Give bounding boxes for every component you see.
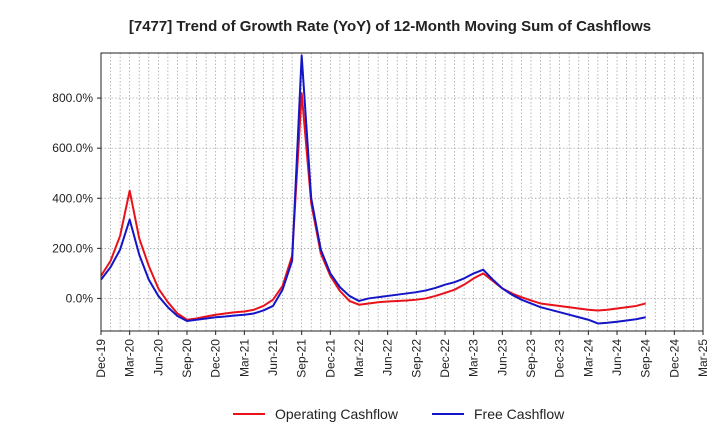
x-axis: Dec-19 Mar-20 Jun-20 Sep-20 Dec-20 Mar-21 Jun-… xyxy=(94,331,710,378)
x-tick-label: Mar-24 xyxy=(581,339,595,377)
x-tick-label: Sep-20 xyxy=(180,339,194,378)
y-tick-label: 600.0% xyxy=(52,141,93,155)
x-tick-label: Dec-19 xyxy=(94,339,108,378)
x-tick-label: Mar-25 xyxy=(696,339,710,377)
legend-label: Operating Cashflow xyxy=(275,406,399,422)
x-tick-label: Jun-20 xyxy=(151,339,165,376)
x-tick-label: Dec-22 xyxy=(438,339,452,378)
x-tick-label: Sep-22 xyxy=(409,339,423,378)
legend-label: Free Cashflow xyxy=(474,406,565,422)
y-tick-label: 400.0% xyxy=(52,191,93,205)
series-lines xyxy=(100,54,646,325)
x-tick-label: Mar-21 xyxy=(237,339,251,377)
x-tick-label: Jun-21 xyxy=(266,339,280,376)
x-tick-label: Jun-24 xyxy=(610,339,624,376)
plot-area xyxy=(101,53,703,331)
x-tick-label: Dec-23 xyxy=(553,339,567,378)
x-tick-label: Sep-23 xyxy=(524,339,538,378)
y-tick-label: 200.0% xyxy=(52,241,93,255)
x-tick-label: Mar-23 xyxy=(467,339,481,377)
chart-title: [7477] Trend of Growth Rate (YoY) of 12-… xyxy=(129,18,651,35)
x-tick-label: Sep-21 xyxy=(295,339,309,378)
series-line-operating-cashflow xyxy=(100,92,646,321)
x-tick-label: Mar-20 xyxy=(123,339,137,377)
x-tick-label: Mar-22 xyxy=(352,339,366,377)
y-axis: 0.0% 200.0% 400.0% 600.0% 800.0% xyxy=(52,91,101,305)
x-tick-label: Jun-22 xyxy=(381,339,395,376)
x-tick-label: Dec-21 xyxy=(323,339,337,378)
series-line-free-cashflow xyxy=(100,54,646,325)
x-tick-label: Sep-24 xyxy=(639,339,653,378)
plot-frame xyxy=(100,52,704,332)
legend: Operating Cashflow Free Cashflow xyxy=(233,406,565,422)
y-tick-label: 800.0% xyxy=(52,91,93,105)
x-tick-label: Jun-23 xyxy=(495,339,509,376)
x-tick-label: Dec-20 xyxy=(209,339,223,378)
y-tick-label: 0.0% xyxy=(66,291,94,305)
x-tick-label: Dec-24 xyxy=(667,339,681,378)
